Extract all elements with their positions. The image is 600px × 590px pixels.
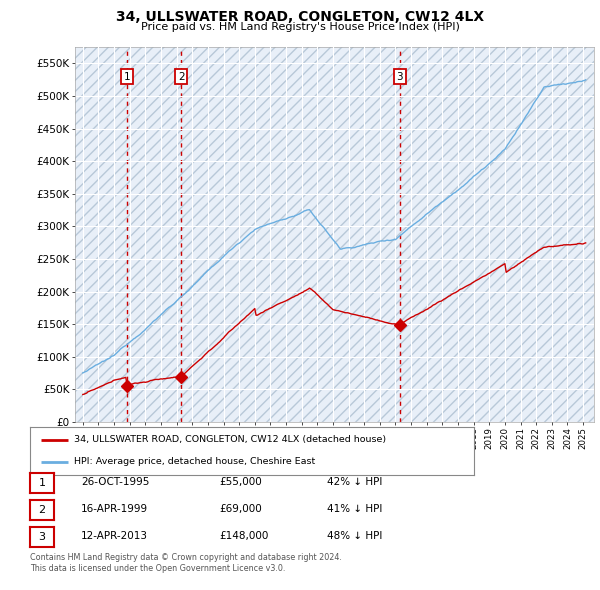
Text: Contains HM Land Registry data © Crown copyright and database right 2024.: Contains HM Land Registry data © Crown c… xyxy=(30,553,342,562)
Text: £55,000: £55,000 xyxy=(219,477,262,487)
Text: 42% ↓ HPI: 42% ↓ HPI xyxy=(327,477,382,487)
Text: HPI: Average price, detached house, Cheshire East: HPI: Average price, detached house, Ches… xyxy=(74,457,316,466)
Text: 2: 2 xyxy=(178,71,184,81)
Text: £148,000: £148,000 xyxy=(219,532,268,541)
Text: 1: 1 xyxy=(38,478,46,487)
Text: 3: 3 xyxy=(38,532,46,542)
Text: This data is licensed under the Open Government Licence v3.0.: This data is licensed under the Open Gov… xyxy=(30,565,286,573)
Text: Price paid vs. HM Land Registry's House Price Index (HPI): Price paid vs. HM Land Registry's House … xyxy=(140,22,460,32)
Text: 2: 2 xyxy=(38,505,46,514)
Text: 26-OCT-1995: 26-OCT-1995 xyxy=(81,477,149,487)
Text: 48% ↓ HPI: 48% ↓ HPI xyxy=(327,532,382,541)
Text: 34, ULLSWATER ROAD, CONGLETON, CW12 4LX (detached house): 34, ULLSWATER ROAD, CONGLETON, CW12 4LX … xyxy=(74,435,386,444)
Text: 34, ULLSWATER ROAD, CONGLETON, CW12 4LX: 34, ULLSWATER ROAD, CONGLETON, CW12 4LX xyxy=(116,10,484,24)
Text: 3: 3 xyxy=(397,71,403,81)
Text: 1: 1 xyxy=(124,71,130,81)
Text: 16-APR-1999: 16-APR-1999 xyxy=(81,504,148,514)
Text: 12-APR-2013: 12-APR-2013 xyxy=(81,532,148,541)
Text: 41% ↓ HPI: 41% ↓ HPI xyxy=(327,504,382,514)
Text: £69,000: £69,000 xyxy=(219,504,262,514)
